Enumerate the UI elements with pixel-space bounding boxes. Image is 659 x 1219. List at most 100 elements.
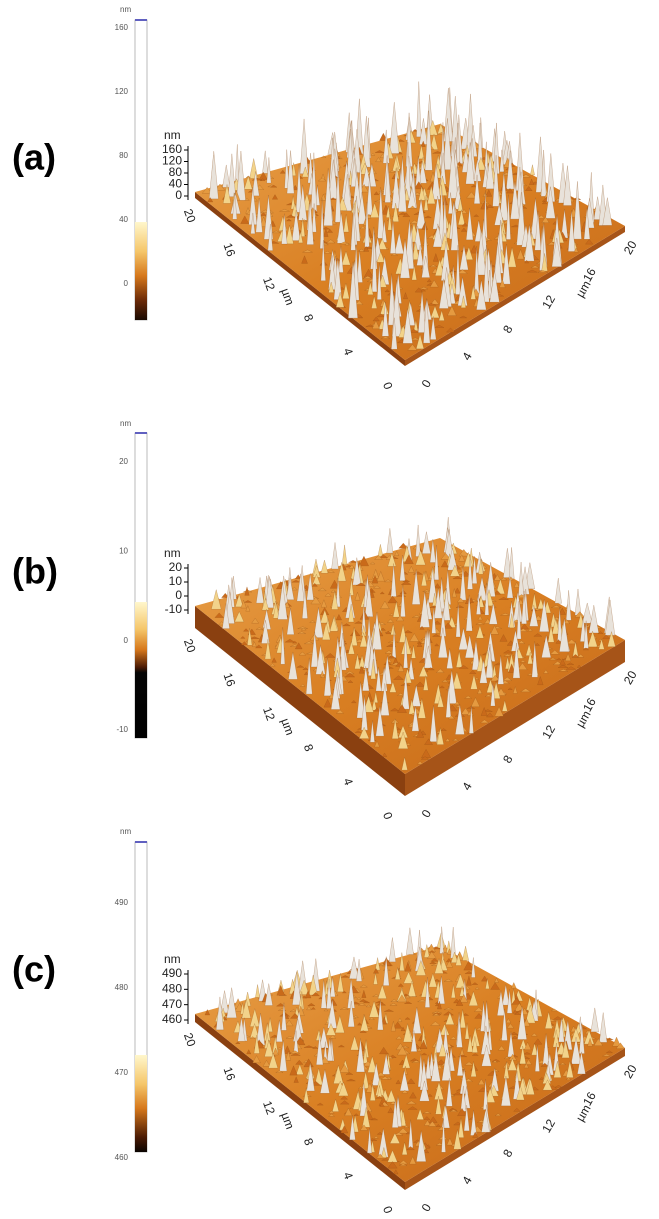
colorbar-tick: 0 — [124, 636, 129, 645]
surface-peak — [416, 525, 421, 557]
colorbar-tick: 460 — [115, 1153, 129, 1162]
left-axis-tick: 4 — [340, 1170, 356, 1181]
left-axis-tick: 12 — [260, 275, 278, 293]
surface-peak — [530, 165, 534, 175]
surface-peak — [250, 159, 258, 179]
colorbar-scale — [135, 222, 147, 320]
colorbar-tick: 490 — [115, 898, 129, 907]
surface-peak — [209, 151, 218, 199]
colorbar-tick: 10 — [119, 546, 128, 555]
right-axis-tick: 20 — [621, 1062, 640, 1081]
colorbar-tick: 470 — [115, 1068, 129, 1077]
surface-peak — [462, 946, 468, 960]
colorbar-tick: 80 — [119, 151, 128, 160]
z-tick-label: 490 — [162, 966, 182, 980]
z-tick-label: -10 — [165, 602, 183, 616]
surface-peak — [227, 988, 237, 1018]
surface-peak — [255, 985, 259, 998]
left-axis-tick: 4 — [340, 776, 356, 787]
surface-peak — [518, 562, 523, 596]
left-axis-tick: 8 — [301, 1136, 317, 1147]
surface-peak — [599, 1013, 607, 1043]
right-axis-tick: 4 — [459, 350, 475, 363]
colorbar-tick: 40 — [119, 215, 128, 224]
right-axis-tick: 8 — [500, 323, 516, 336]
surface-peak — [555, 578, 562, 603]
right-axis-tick: 12 — [539, 292, 558, 311]
z-tick-label: 20 — [169, 560, 183, 574]
left-axis-tick: 20 — [181, 1031, 199, 1049]
right-axis-tick: 0 — [419, 807, 435, 820]
z-tick-label: 10 — [169, 574, 183, 588]
figure: (a)nm16012080400nm16012080400201612840µm… — [0, 0, 659, 1219]
surface-peak — [387, 528, 393, 553]
surface-peak — [509, 547, 514, 578]
colorbar-tick: 480 — [115, 983, 129, 992]
left-axis-unit: µm — [278, 1110, 297, 1131]
colorbar-tick: 160 — [115, 23, 129, 32]
left-axis-tick: 12 — [260, 705, 278, 723]
z-tick-label: 0 — [175, 588, 182, 602]
surface-peak — [220, 991, 228, 1013]
z-tick-label: 460 — [162, 1012, 182, 1026]
surface-peak — [222, 165, 230, 187]
left-axis-tick: 16 — [221, 241, 239, 259]
panel: (c)nm490480470460nm490480470460201612840… — [12, 827, 640, 1215]
right-axis-tick: 0 — [419, 1201, 435, 1214]
surface-peak — [332, 542, 339, 569]
colorbar-tick: 0 — [124, 279, 129, 288]
z-axis-unit: nm — [164, 952, 181, 966]
right-axis-tick: 4 — [459, 1174, 475, 1187]
surface-peak — [342, 545, 347, 565]
surface-peak — [300, 119, 308, 174]
left-axis-tick: 8 — [301, 312, 317, 323]
surface-peak — [591, 1008, 599, 1032]
colorbar-unit: nm — [120, 419, 131, 428]
left-axis-tick: 16 — [221, 1065, 239, 1083]
z-axis-unit: nm — [164, 128, 181, 142]
z-axis-unit: nm — [164, 546, 181, 560]
surface-peak — [416, 82, 421, 137]
surface-peak — [389, 938, 396, 962]
colorbar-unit: nm — [120, 5, 131, 14]
surface-peak — [566, 590, 571, 620]
panel-label: (c) — [12, 949, 56, 990]
colorbar-tick: -10 — [116, 725, 128, 734]
left-axis-tick: 0 — [380, 810, 396, 821]
panel: (a)nm16012080400nm16012080400201612840µm… — [12, 5, 640, 391]
left-axis-tick: 16 — [221, 671, 239, 689]
right-axis-tick: 8 — [500, 1147, 516, 1160]
panel-label: (b) — [12, 551, 58, 592]
left-axis-tick: 0 — [380, 380, 396, 391]
right-axis-tick: 4 — [459, 780, 475, 793]
surface-peak — [511, 982, 516, 988]
colorbar-unit: nm — [120, 827, 131, 836]
right-axis-tick: 12 — [539, 1116, 558, 1135]
surface-peak — [378, 544, 383, 557]
left-axis-tick: 20 — [181, 207, 199, 225]
surface-peak — [262, 151, 268, 174]
left-axis-tick: 0 — [380, 1204, 396, 1215]
surface-peak — [228, 154, 236, 197]
right-axis-tick: 0 — [419, 377, 435, 390]
z-tick-label: 470 — [162, 997, 182, 1011]
colorbar-tick: 20 — [119, 457, 128, 466]
surface — [195, 538, 625, 774]
left-axis-tick: 20 — [181, 637, 199, 655]
left-axis-tick: 4 — [340, 346, 356, 357]
surface-peak — [406, 928, 413, 955]
panel-label: (a) — [12, 137, 56, 178]
surface-peak — [575, 589, 581, 615]
left-axis-unit: µm — [278, 716, 297, 737]
left-axis-tick: 12 — [260, 1099, 278, 1117]
colorbar-scale — [135, 1055, 147, 1152]
surface-peak — [321, 560, 328, 573]
colorbar-tick: 120 — [115, 87, 129, 96]
surface-peak — [582, 603, 592, 623]
colorbar-scale — [135, 602, 147, 738]
z-tick-label: 480 — [162, 982, 182, 996]
z-tick-label: 0 — [175, 188, 182, 202]
right-axis-tick: 8 — [500, 753, 516, 766]
right-axis-tick: 12 — [539, 722, 558, 741]
left-axis-unit: µm — [278, 286, 297, 307]
